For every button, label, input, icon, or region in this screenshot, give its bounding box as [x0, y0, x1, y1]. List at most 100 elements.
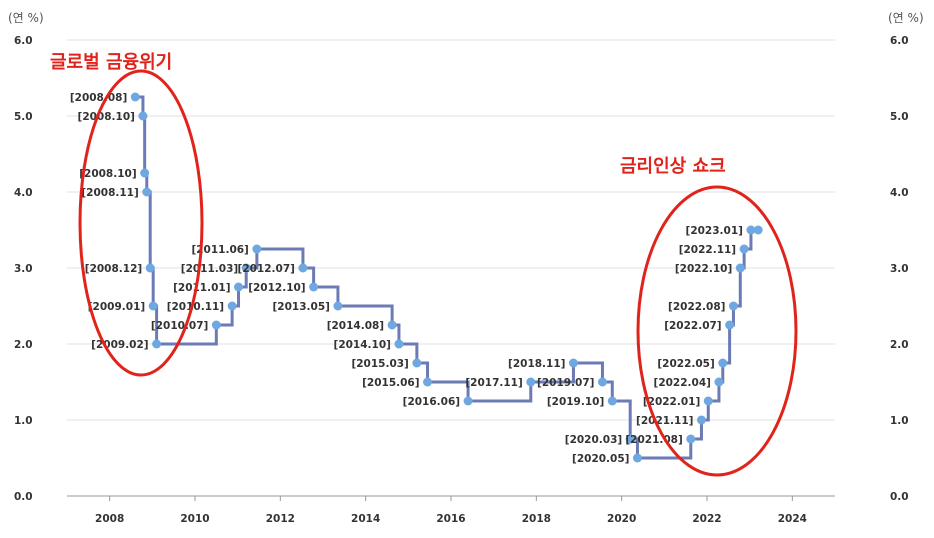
y-tick-right: 5.0: [890, 111, 909, 123]
point-label: [2022.01]: [643, 396, 700, 408]
data-point: [463, 396, 473, 406]
point-label: [2011.03]: [181, 263, 238, 275]
point-label: [2015.03]: [351, 358, 408, 370]
right-y-unit: (연 %): [888, 11, 924, 25]
markers: [130, 92, 763, 463]
data-point: [753, 225, 763, 235]
x-tick-label: 2024: [778, 513, 807, 525]
data-point: [148, 301, 158, 311]
data-point: [140, 168, 150, 178]
data-point: [703, 396, 713, 406]
y-axis-ticks: 0.0 0.0 1.0 1.0 2.0 2.0 3.0 3.0 4.0 4.0 5.0 5.0 6.0 6…: [14, 35, 909, 503]
data-point: [234, 282, 244, 292]
point-label: [2008.08]: [70, 92, 127, 104]
point-label: [2013.05]: [273, 301, 330, 313]
data-point: [142, 187, 152, 197]
y-tick-left: 2.0: [14, 339, 33, 351]
point-label: [2016.06]: [403, 396, 460, 408]
data-point: [739, 244, 749, 254]
point-label: [2020.05]: [572, 453, 629, 465]
data-point: [746, 225, 756, 235]
x-tick-label: 2020: [607, 513, 636, 525]
data-point: [412, 358, 422, 368]
point-label: [2009.01]: [88, 301, 145, 313]
point-label: [2023.01]: [686, 225, 743, 237]
data-point: [227, 301, 237, 311]
point-label: [2022.04]: [654, 377, 711, 389]
point-label: [2012.10]: [248, 282, 305, 294]
data-point: [735, 263, 745, 273]
y-tick-right: 0.0: [890, 491, 909, 503]
y-tick-right: 6.0: [890, 35, 909, 47]
data-point: [718, 358, 728, 368]
point-label: [2010.11]: [167, 301, 224, 313]
data-point: [714, 377, 724, 387]
point-label: [2010.07]: [151, 320, 208, 332]
point-label: [2022.05]: [657, 358, 714, 370]
x-axis-ticks: 2008 2010 2012 2014 2016 2018 2020 2022 2024: [95, 496, 807, 525]
point-label: [2019.07]: [537, 377, 594, 389]
point-label: [2009.02]: [91, 339, 148, 351]
x-tick-label: 2012: [266, 513, 295, 525]
data-point: [696, 415, 706, 425]
point-label: [2011.06]: [191, 244, 248, 256]
y-tick-left: 6.0: [14, 35, 33, 47]
point-label: [2017.11]: [465, 377, 522, 389]
point-label: [2014.10]: [334, 339, 391, 351]
x-tick-label: 2014: [351, 513, 380, 525]
data-point: [145, 263, 155, 273]
x-tick-label: 2016: [436, 513, 465, 525]
data-point: [333, 301, 343, 311]
point-labels: [2008.08] [2008.10] [2008.10] [2008.11] [200…: [70, 92, 743, 465]
y-tick-left: 1.0: [14, 415, 33, 427]
point-label: [2022.10]: [675, 263, 732, 275]
data-point: [597, 377, 607, 387]
rate-step-line: [135, 95, 759, 460]
point-label: [2008.10]: [79, 168, 136, 180]
data-point: [394, 339, 404, 349]
hike-annotation: 금리인상 쇼크: [620, 156, 726, 177]
x-tick-label: 2010: [180, 513, 209, 525]
point-label: [2008.10]: [78, 111, 135, 123]
point-label: [2014.08]: [327, 320, 384, 332]
point-label: [2022.08]: [668, 301, 725, 313]
data-point: [526, 377, 536, 387]
point-label: [2008.11]: [81, 187, 138, 199]
y-tick-left: 4.0: [14, 187, 33, 199]
crisis-annotation: 글로벌 금융위기: [50, 52, 172, 73]
data-point: [625, 434, 635, 444]
point-label: [2021.11]: [636, 415, 693, 427]
y-tick-right: 3.0: [890, 263, 909, 275]
y-tick-left: 0.0: [14, 491, 33, 503]
point-label: [2011.01]: [173, 282, 230, 294]
left-y-unit: (연 %): [8, 11, 44, 25]
y-tick-right: 4.0: [890, 187, 909, 199]
data-point: [728, 301, 738, 311]
point-label: [2020.03]: [565, 434, 622, 446]
point-label: [2021.08]: [625, 434, 682, 446]
x-tick-label: 2008: [95, 513, 124, 525]
data-point: [423, 377, 433, 387]
y-tick-right: 1.0: [890, 415, 909, 427]
data-point: [607, 396, 617, 406]
data-point: [568, 358, 578, 368]
y-tick-left: 5.0: [14, 111, 33, 123]
point-label: [2012.07]: [238, 263, 295, 275]
point-label: [2022.11]: [679, 244, 736, 256]
data-point: [298, 263, 308, 273]
data-point: [152, 339, 162, 349]
data-point: [252, 244, 262, 254]
data-point: [725, 320, 735, 330]
data-point: [130, 92, 140, 102]
data-point: [241, 263, 251, 273]
data-point: [632, 453, 642, 463]
data-point: [211, 320, 221, 330]
y-tick-right: 2.0: [890, 339, 909, 351]
point-label: [2015.06]: [362, 377, 419, 389]
point-label: [2008.12]: [85, 263, 142, 275]
data-point: [138, 111, 148, 121]
point-label: [2019.10]: [547, 396, 604, 408]
data-point: [387, 320, 397, 330]
data-point: [686, 434, 696, 444]
